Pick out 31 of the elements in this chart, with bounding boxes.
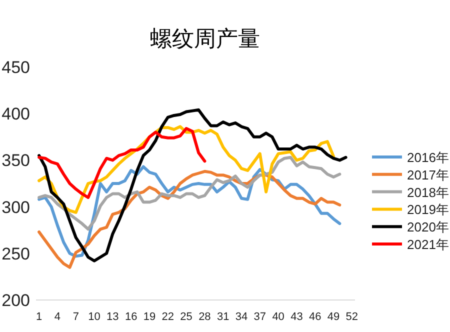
- x-tick-label: 34: [235, 311, 248, 323]
- x-tick-label: 7: [72, 311, 79, 323]
- x-tick-label: 28: [198, 311, 211, 323]
- legend-label: 2016年: [407, 150, 449, 165]
- legend-label: 2017年: [407, 167, 449, 182]
- x-tick-label: 10: [88, 311, 100, 323]
- x-tick-label: 19: [143, 311, 156, 323]
- legend-label: 2019年: [407, 202, 449, 218]
- x-tick-label: 49: [327, 311, 340, 323]
- legend-label: 2020年: [407, 220, 449, 235]
- y-tick-label: 300: [2, 198, 30, 217]
- y-tick-label: 350: [2, 151, 30, 170]
- x-tick-label: 37: [254, 311, 266, 323]
- y-tick-label: 200: [2, 291, 30, 310]
- y-tick-label: 400: [2, 104, 30, 124]
- x-tick-label: 22: [162, 311, 174, 323]
- legend-label: 2021年: [407, 237, 449, 252]
- x-tick-label: 31: [216, 311, 230, 323]
- legend-label: 2018年: [407, 184, 449, 200]
- x-tick-label: 4: [54, 311, 61, 323]
- x-tick-label: 40: [272, 311, 284, 323]
- title: 螺纹周产量: [150, 26, 260, 51]
- x-tick-label: 13: [106, 311, 119, 323]
- x-tick-label: 52: [346, 311, 358, 323]
- y-tick-label: 450: [2, 58, 30, 77]
- y-tick-label: 250: [2, 244, 30, 264]
- x-tick-label: 25: [180, 311, 192, 323]
- x-tick-label: 43: [290, 311, 303, 323]
- x-tick-label: 16: [124, 311, 138, 323]
- x-tick-label: 46: [309, 311, 322, 323]
- x-tick-label: 1: [36, 311, 42, 323]
